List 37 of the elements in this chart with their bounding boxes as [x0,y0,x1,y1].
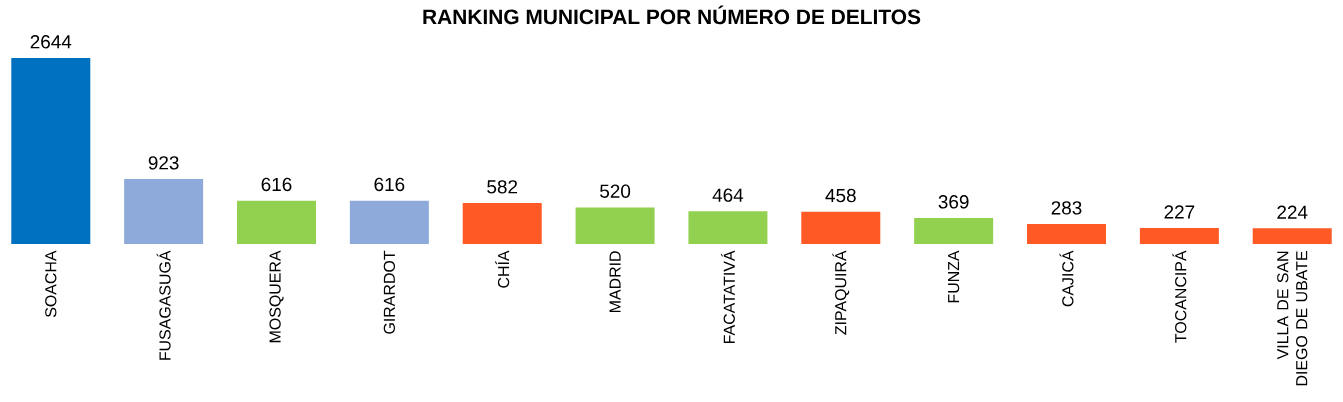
data-label: 224 [1277,205,1308,219]
data-label: 283 [1051,200,1082,215]
data-label: 369 [938,194,969,209]
data-label: 2644 [30,34,72,49]
bar [349,200,429,244]
x-tick-label: CAJICÁ [1059,250,1074,307]
bar [11,57,91,244]
data-label: 582 [487,179,518,194]
data-label: 227 [1164,205,1195,219]
x-tick-label: MADRID [609,250,621,312]
bar [462,202,542,244]
x-tick-label: FUSAGASUGÁ [156,250,171,360]
x-tick-label: FACATATIVÁ [720,250,735,343]
x-tick-label: ZIPAQUIRÁ [832,250,850,335]
bar [237,200,317,244]
data-label: 464 [712,188,744,202]
data-label: 923 [148,155,179,170]
x-tick-label: VILLA DE SAN DIEGO DE UBATE [1277,250,1308,386]
data-label: 616 [374,177,405,191]
x-tick-label: CHÍA [495,250,510,288]
bar [914,217,994,244]
x-tick-label: GIRARDOT [383,250,395,334]
bar [1139,227,1219,244]
bar [1027,223,1107,244]
bar [801,211,881,244]
bar [1252,228,1332,244]
bar [688,211,768,244]
data-label: 616 [261,177,292,191]
data-label: 458 [825,188,856,203]
x-tick-label: SOACHA [45,250,57,317]
bar [575,207,655,244]
data-label: 520 [600,184,631,198]
x-tick-label: TOCANCIPÁ [1172,250,1187,343]
chart-title: RANKING MUNICIPAL POR NÚMERO DE DELITOS [423,5,921,25]
x-tick-label: MOSQUERA [269,250,284,342]
bar [124,178,204,244]
x-tick-label: FUNZA [948,250,960,303]
